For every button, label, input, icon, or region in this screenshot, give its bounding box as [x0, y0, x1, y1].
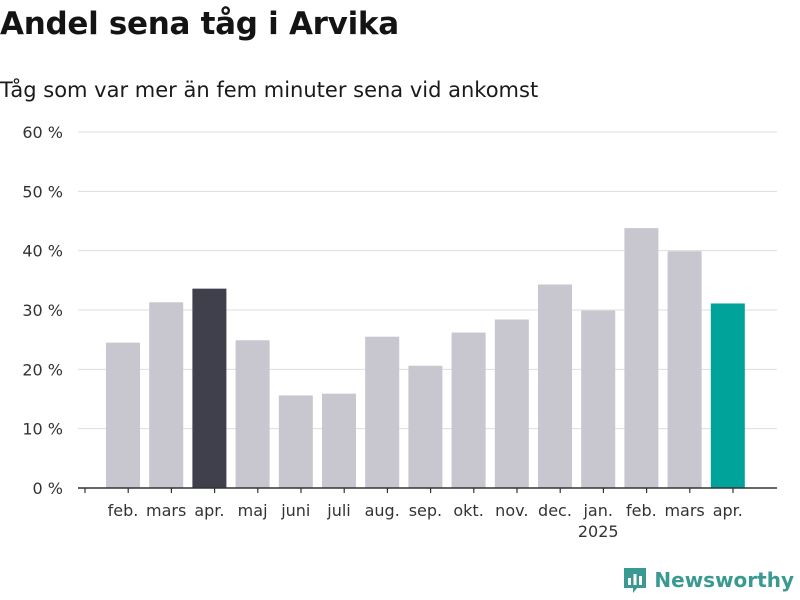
- x-tick-label: mars: [146, 501, 186, 520]
- y-tick-label: 30 %: [22, 301, 63, 320]
- bar-6: [365, 336, 400, 488]
- bar-8: [451, 332, 486, 488]
- brand-logo: Newsworthy: [622, 566, 794, 594]
- brand-name: Newsworthy: [654, 568, 794, 592]
- x-tick-label: feb.: [108, 501, 139, 520]
- x-tick-label: mars: [664, 501, 704, 520]
- y-tick-label: 20 %: [22, 360, 63, 379]
- bar-4: [278, 395, 313, 488]
- y-tick-label: 40 %: [22, 242, 63, 261]
- bar-1: [149, 302, 184, 488]
- x-tick-label: dec.: [538, 501, 572, 520]
- bar-10: [538, 284, 572, 488]
- bar-0: [106, 342, 140, 488]
- bar-9: [494, 319, 529, 488]
- x-axis: [78, 487, 777, 493]
- y-tick-label: 50 %: [22, 182, 63, 201]
- x-tick-label: feb.: [626, 501, 657, 520]
- newsworthy-logo-icon: [624, 568, 647, 593]
- bar-5: [322, 393, 356, 488]
- bar-11: [581, 310, 616, 488]
- bars: [106, 228, 745, 488]
- x-tick-label: sep.: [409, 501, 442, 520]
- chart-title: Andel sena tåg i Arvika: [0, 6, 399, 42]
- x-tick-label: maj: [238, 501, 268, 520]
- x-tick-label: aug.: [365, 501, 400, 520]
- x-tick-label: juli: [326, 501, 350, 520]
- x-tick-label: okt.: [453, 501, 483, 520]
- x-tick-label: nov.: [495, 501, 528, 520]
- x-tick-label: juni: [280, 501, 310, 520]
- y-tick-label: 0 %: [33, 479, 63, 498]
- x-tick-label: jan.: [582, 501, 612, 520]
- bar-12: [624, 228, 659, 488]
- y-axis-tick-labels: 0 % 10 % 20 % 30 % 40 % 50 % 60 %: [22, 123, 63, 498]
- x-year-label: 2025: [578, 522, 619, 541]
- bar-7: [408, 365, 443, 488]
- bar-13: [667, 251, 702, 488]
- y-tick-label: 10 %: [22, 420, 63, 439]
- x-tick-label: apr.: [713, 501, 743, 520]
- bar-3: [235, 340, 270, 488]
- x-tick-label: apr.: [194, 501, 224, 520]
- bar-chart: 0 % 10 % 20 % 30 % 40 % 50 % 60 % feb. mars apr.…: [22, 123, 777, 541]
- bar-2: [192, 288, 227, 488]
- chart-subtitle: Tåg som var mer än fem minuter sena vid …: [0, 78, 539, 102]
- bar-14: [710, 303, 745, 488]
- y-tick-label: 60 %: [22, 123, 63, 142]
- x-axis-tick-labels: feb. mars apr. maj juni juli aug. sep. okt. nov. d…: [108, 501, 743, 541]
